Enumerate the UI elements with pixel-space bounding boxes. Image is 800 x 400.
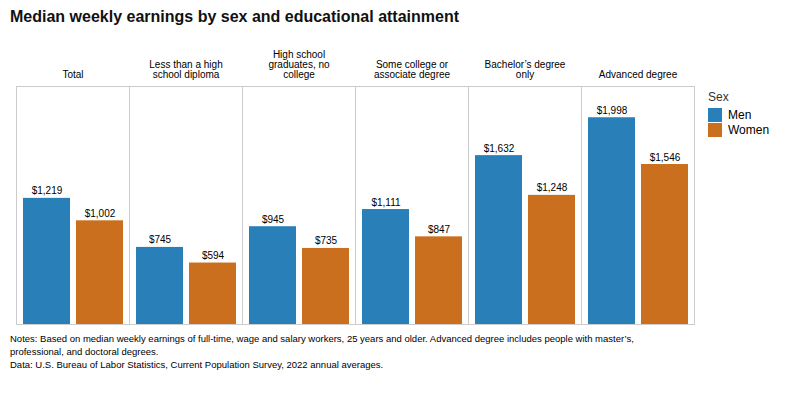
- svg-text:$594: $594: [202, 250, 225, 261]
- svg-text:Bachelor’s degreeonly: Bachelor’s degreeonly: [485, 59, 566, 80]
- svg-text:$1,546: $1,546: [650, 152, 681, 163]
- svg-text:$1,248: $1,248: [537, 182, 568, 193]
- svg-text:$945: $945: [262, 214, 285, 225]
- svg-text:Total: Total: [62, 69, 83, 80]
- svg-text:Some college orassociate degre: Some college orassociate degree: [374, 59, 451, 80]
- html-text:Median weekly earnings by sex: Median weekly earnings by sex and educat…: [10, 8, 459, 25]
- svg-text:$1,111: $1,111: [371, 197, 401, 208]
- html-text:Notes: Based on median weekly: Notes: Based on median weekly earnings o…: [10, 333, 634, 370]
- svg-text:$847: $847: [428, 224, 451, 235]
- svg-text:$1,998: $1,998: [597, 105, 628, 116]
- html-text:Men: Men: [728, 108, 752, 122]
- svg-text:$1,002: $1,002: [85, 208, 116, 219]
- html-text:Sex: Sex: [708, 90, 729, 104]
- svg-text:Less than a highschool diploma: Less than a highschool diploma: [149, 59, 222, 80]
- svg-text:$735: $735: [315, 235, 338, 246]
- svg-text:$745: $745: [149, 234, 172, 245]
- html-text:Women: Women: [728, 123, 770, 137]
- svg-text:$1,632: $1,632: [484, 143, 515, 154]
- svg-text:Advanced degree: Advanced degree: [599, 69, 678, 80]
- svg-text:$1,219: $1,219: [32, 185, 63, 196]
- svg-text:High schoolgraduates, nocolleg: High schoolgraduates, nocollege: [268, 49, 330, 80]
